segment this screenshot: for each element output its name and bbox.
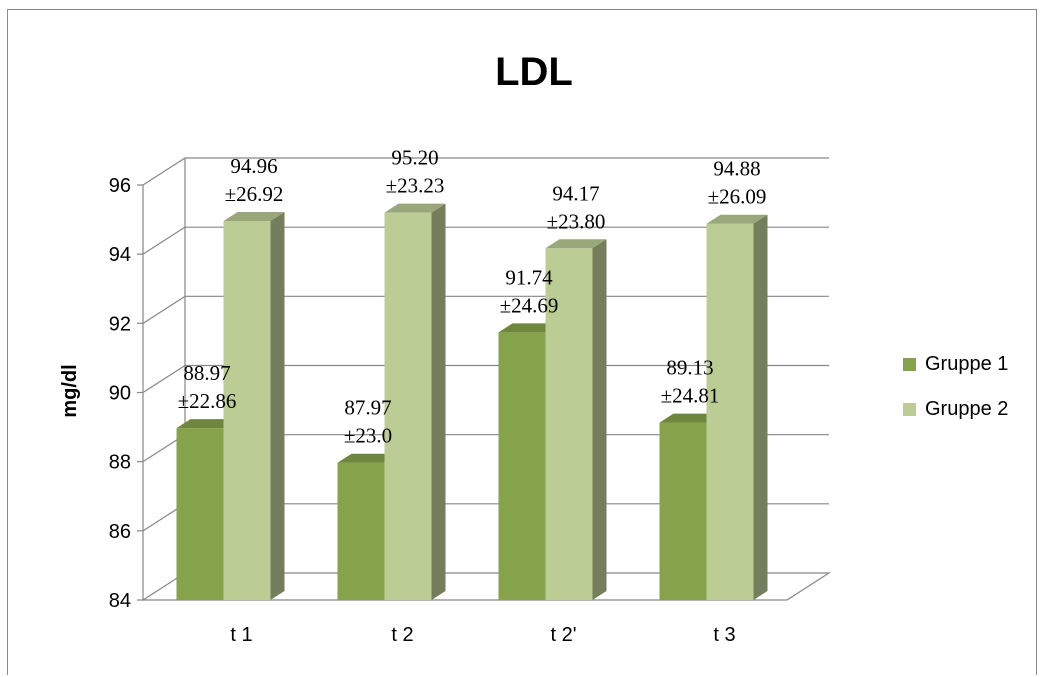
bar-side [753,214,768,600]
data-label-error: ±23.23 [386,174,445,198]
y-axis-label: mg/dl [59,364,81,417]
gridline-diagonal [142,157,186,186]
bar-top [384,203,446,213]
y-tick-label: 92 [109,313,131,335]
bar-front [223,220,271,600]
data-label-value: 94.17 [552,181,599,205]
data-label-value: 95.20 [391,146,438,170]
chart-title: LDL [495,50,573,94]
x-tick-labels: t 1 t 2 t 2' t 3 [230,624,735,646]
bar-front [176,428,224,600]
bar-side [431,203,446,600]
legend-swatch [903,403,916,416]
x-tick-label: t 3 [713,624,735,646]
bar-front [337,462,385,600]
x-tick-label: t 2' [550,624,576,646]
bar-top [176,419,238,429]
y-tick-label: 86 [109,521,131,543]
bar [223,211,285,600]
legend-swatch [903,358,916,371]
x-tick-label: t 1 [230,624,252,646]
bar [545,239,607,600]
data-label-error: ±23.80 [547,209,606,233]
y-tick-label: 96 [109,175,131,197]
y-tick-label: 84 [109,590,131,612]
bar-top [337,453,399,463]
legend-label: Gruppe 2 [925,398,1008,420]
bar-side [270,211,285,600]
data-label-value: 94.96 [230,154,277,178]
data-label-error: ±22.86 [178,389,237,413]
bar-front [384,212,432,600]
bar-front [498,332,546,600]
data-label-value: 94.88 [713,157,760,181]
gridline-diagonal [142,364,186,394]
bar-top [706,214,768,224]
y-tick-labels: 84 86 88 90 92 94 96 [109,175,131,612]
bar-front [706,223,754,600]
legend: Gruppe 1 Gruppe 2 [903,353,1008,420]
bar-top [659,413,721,423]
x-tick-label: t 2 [391,624,413,646]
y-tick-label: 90 [109,383,131,405]
bar-top [545,239,607,249]
legend-label: Gruppe 1 [925,353,1008,375]
bar [706,214,768,600]
data-label-error: ±26.92 [225,182,284,206]
data-label-value: 89.13 [666,356,713,380]
data-label-error: ±23.0 [344,424,392,448]
bar-front [545,248,593,600]
data-label-value: 87.97 [344,396,391,420]
bars [176,203,768,600]
data-label-value: 88.97 [183,361,230,385]
gridline-diagonal [142,295,186,324]
gridline-diagonal [142,226,186,255]
data-label-value: 91.74 [505,265,553,289]
bar-front [659,422,707,600]
y-tick-label: 94 [109,244,131,266]
data-label-error: ±24.81 [661,384,720,408]
bar-top [223,211,285,221]
bar [384,203,446,600]
y-tick-label: 88 [109,452,131,474]
data-labels: 88.97 ±22.86 94.96 ±26.92 87.97 ±23.0 95.20 ±23… [178,146,767,448]
data-label-error: ±26.09 [708,185,767,209]
bar-side [592,239,607,600]
bar-top [498,323,560,333]
data-label-error: ±24.69 [500,293,559,317]
